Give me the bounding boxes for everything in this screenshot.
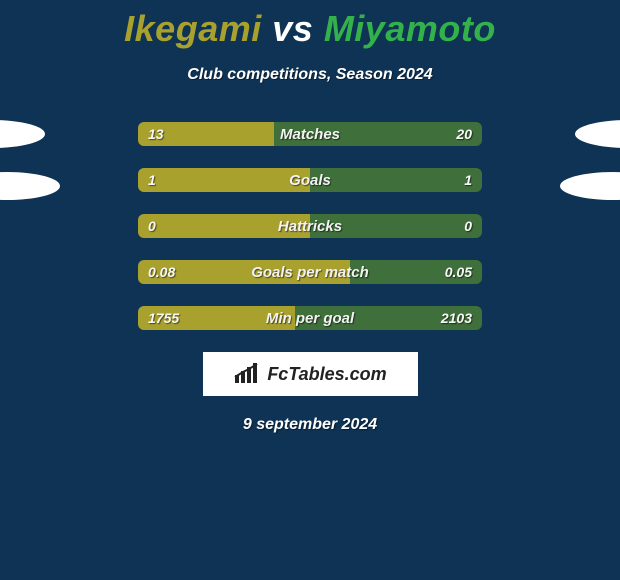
brand-chart-icon (233, 363, 261, 385)
right-photo-ellipse (575, 120, 620, 148)
bar-segment-right (310, 214, 482, 238)
stat-row: Hattricks00 (70, 214, 550, 238)
bar-segment-right (274, 122, 482, 146)
stat-row: Min per goal17552103 (70, 306, 550, 330)
bar-segment-left (138, 260, 350, 284)
bar-segment-left (138, 122, 274, 146)
stat-row: Goals11 (70, 168, 550, 192)
subtitle: Club competitions, Season 2024 (0, 66, 620, 84)
left-photo-ellipse-2 (0, 172, 60, 200)
bar-segment-left (138, 306, 295, 330)
bar-segment-right (310, 168, 482, 192)
bar-segment-left (138, 214, 310, 238)
stat-bar: Min per goal17552103 (138, 306, 482, 330)
brand-box: FcTables.com (203, 352, 418, 396)
bar-segment-left (138, 168, 310, 192)
stat-row: Matches1320 (70, 122, 550, 146)
title-player-left: Ikegami (124, 8, 262, 49)
stat-bar: Goals per match0.080.05 (138, 260, 482, 284)
title-player-right: Miyamoto (324, 8, 496, 49)
title-vs: vs (272, 8, 313, 49)
stat-bar: Hattricks00 (138, 214, 482, 238)
stat-bar: Matches1320 (138, 122, 482, 146)
right-photo-ellipse-2 (560, 172, 620, 200)
brand-text: FcTables.com (267, 364, 386, 385)
bar-segment-right (350, 260, 482, 284)
bar-segment-right (295, 306, 482, 330)
stats-block: Matches1320 Goals11 Hattricks00 Goals per m… (70, 122, 550, 330)
stat-row: Goals per match0.080.05 (70, 260, 550, 284)
page-title: Ikegami vs Miyamoto (0, 0, 620, 50)
date-text: 9 september 2024 (0, 416, 620, 434)
stat-bar: Goals11 (138, 168, 482, 192)
left-photo-ellipse (0, 120, 45, 148)
